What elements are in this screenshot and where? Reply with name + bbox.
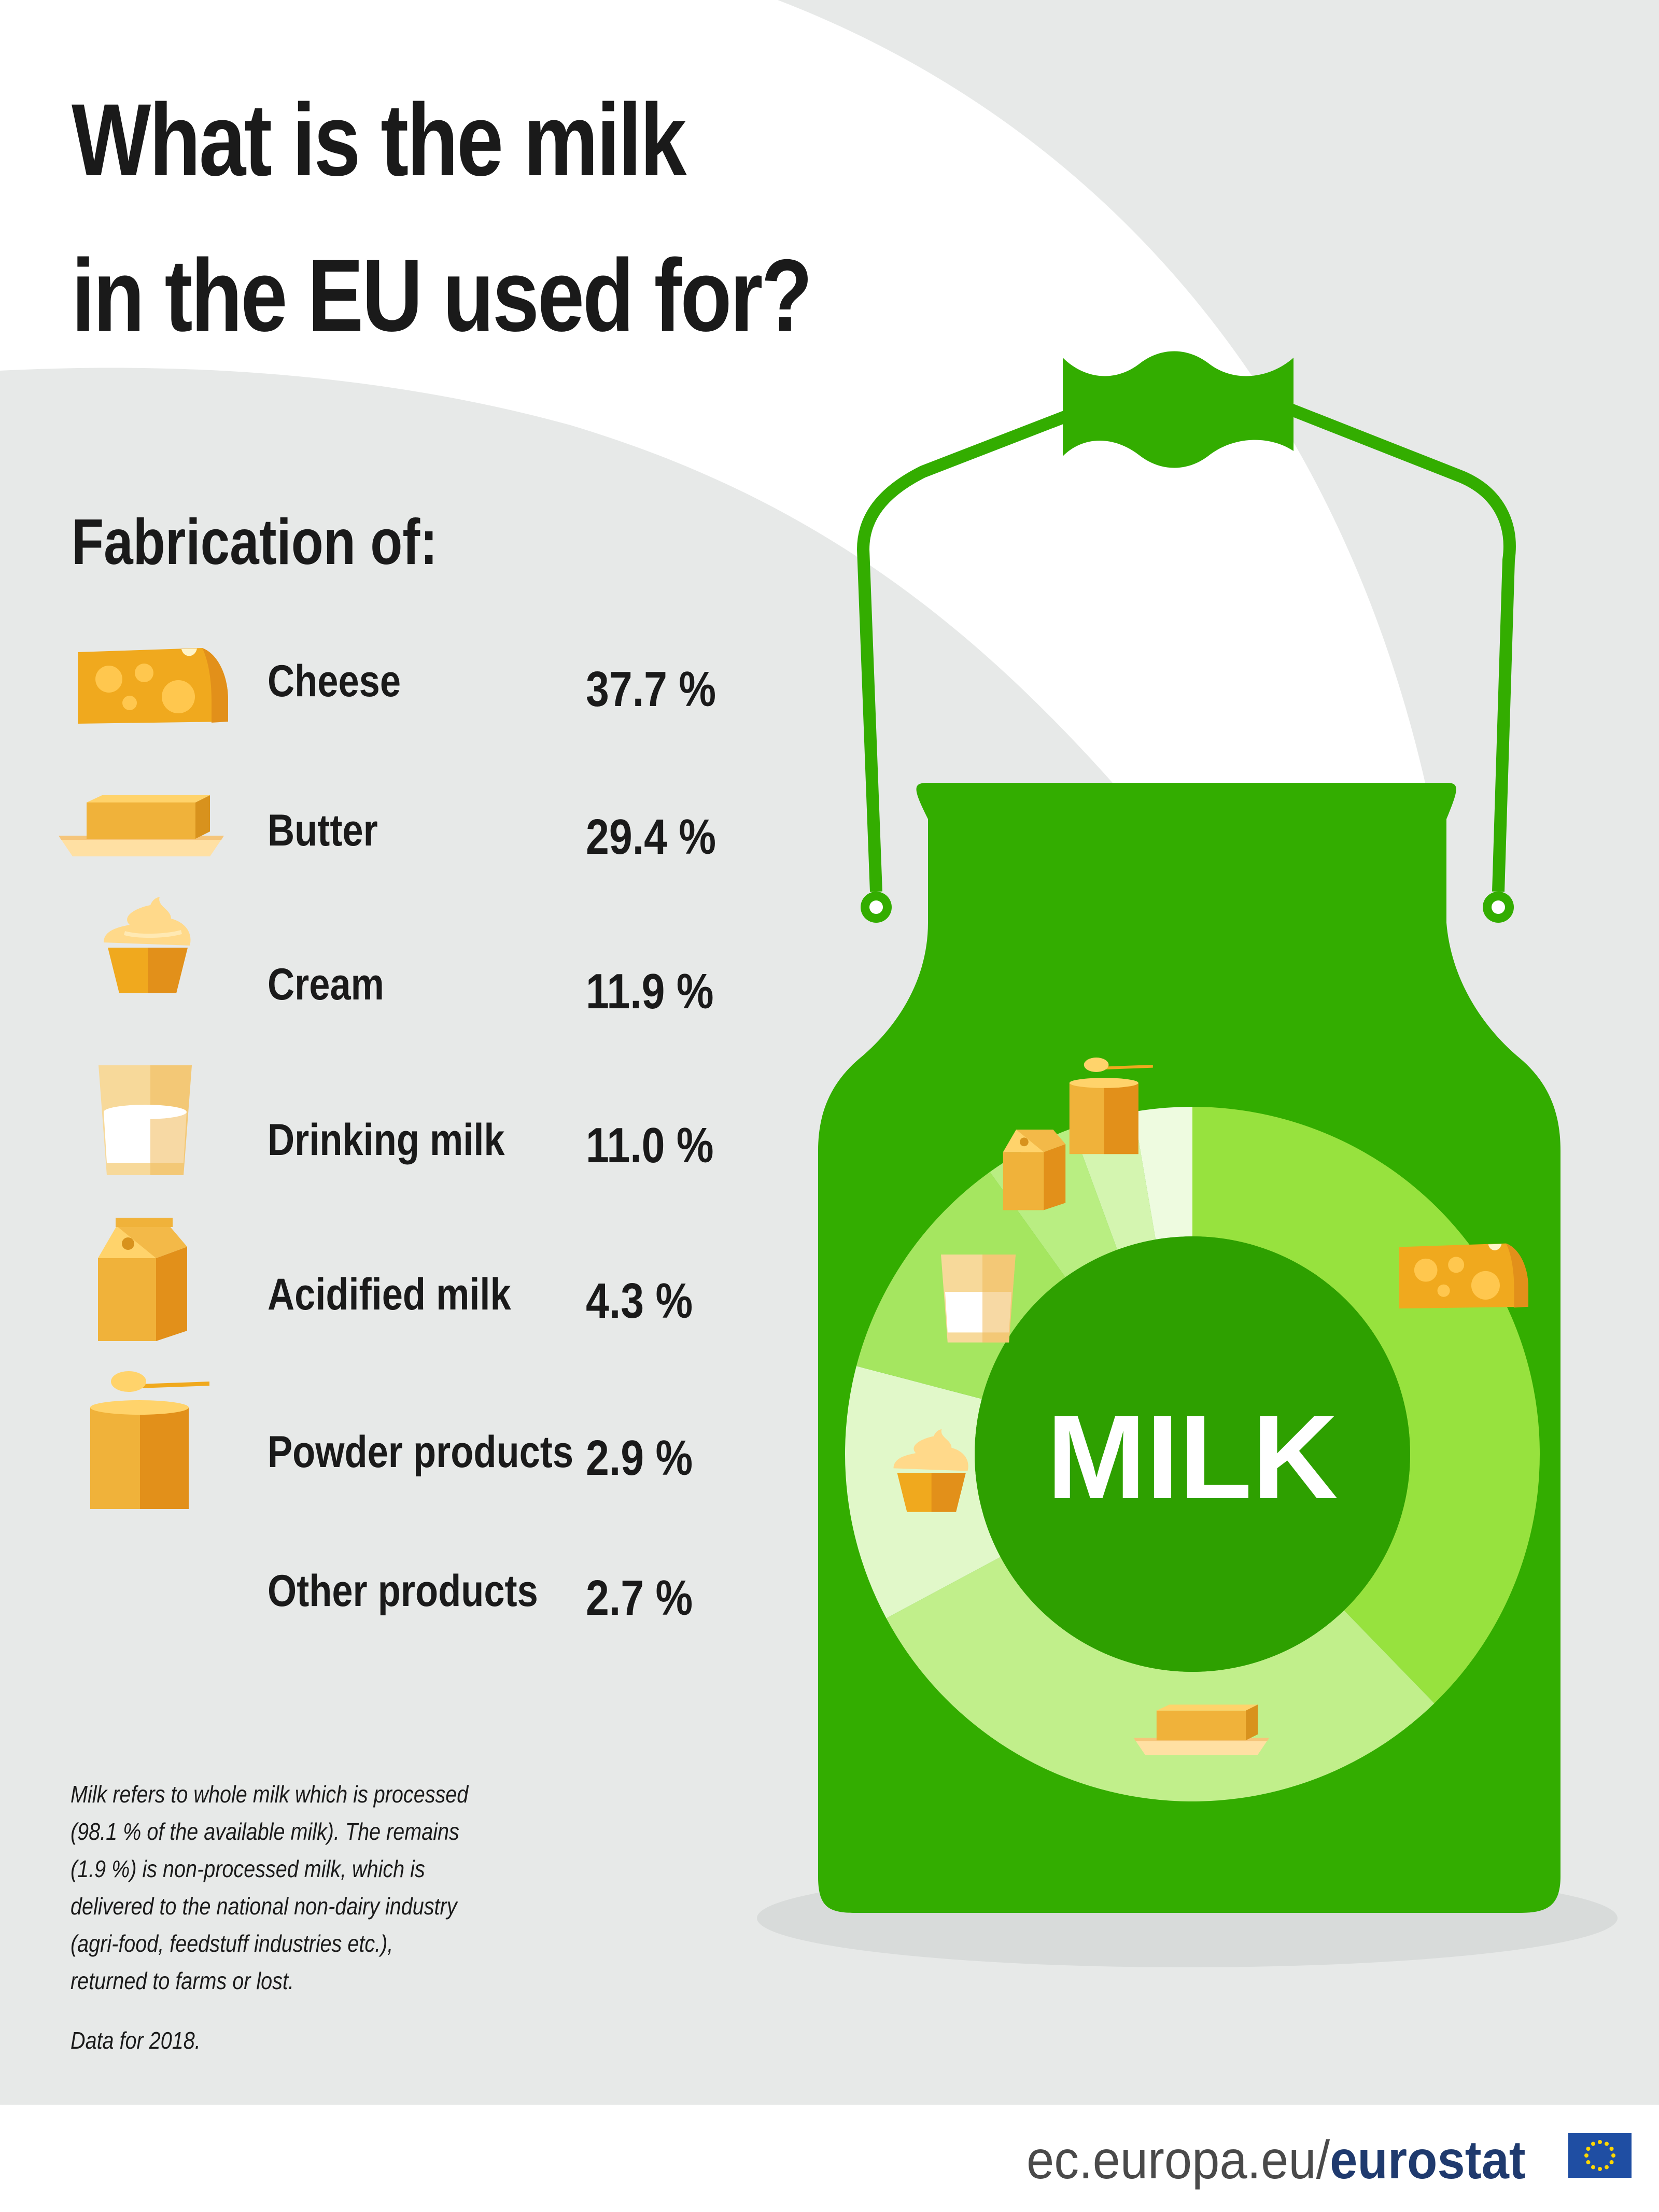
value-powder-products: 2.9 % (586, 1430, 693, 1486)
label-other-products: Other products (268, 1566, 538, 1616)
data-year-note: Data for 2018. (71, 2027, 201, 2054)
donut-slice-butter (886, 1557, 1435, 1801)
drinking-milk-icon (99, 1065, 192, 1175)
donut-cream-icon (893, 1429, 968, 1512)
label-acidified-milk: Acidified milk (268, 1270, 511, 1319)
eu-star (1609, 2160, 1614, 2164)
eu-star (1605, 2165, 1609, 2169)
handle-clip (1063, 351, 1294, 468)
donut-center (975, 1236, 1410, 1672)
label-cream: Cream (268, 960, 384, 1009)
donut-powder-icon (1069, 1058, 1153, 1154)
value-cheese: 37.7 % (586, 661, 716, 717)
footer-site: ec.europa.eu/ (1027, 2130, 1330, 2190)
footer-brand: eurostat (1330, 2130, 1526, 2190)
label-cheese: Cheese (268, 656, 401, 706)
value-other-products: 2.7 % (586, 1570, 693, 1626)
donut-butter-icon (1133, 1704, 1270, 1755)
eu-star (1584, 2153, 1588, 2158)
eu-star (1591, 2141, 1595, 2146)
powder-icon (90, 1371, 209, 1509)
donut-acidified-milk-icon (1003, 1130, 1066, 1210)
eu-star (1586, 2147, 1591, 2151)
value-acidified-milk: 4.3 % (586, 1273, 693, 1329)
footnote: Milk refers to whole milk which is proce… (71, 1781, 469, 1994)
eu-star (1609, 2147, 1614, 2151)
footer-link[interactable]: ec.europa.eu/eurostat (1027, 2130, 1526, 2191)
eu-star (1598, 2167, 1602, 2171)
acidified-milk-icon (98, 1218, 187, 1341)
label-butter: Butter (268, 806, 378, 855)
cheese-icon (78, 648, 228, 724)
eu-star (1611, 2153, 1615, 2158)
value-cream: 11.9 % (586, 964, 714, 1019)
label-drinking-milk: Drinking milk (268, 1115, 505, 1165)
eu-star (1605, 2141, 1609, 2146)
eu-star (1591, 2165, 1595, 2169)
donut-cheese-icon (1399, 1243, 1528, 1309)
donut-slice-other-products (1133, 1107, 1192, 1240)
footer-band (0, 2105, 1659, 2212)
label-powder-products: Powder products (268, 1427, 574, 1477)
milk-can-donut-chart: MILK (818, 351, 1560, 1913)
value-drinking-milk: 11.0 % (586, 1118, 714, 1173)
can-handle (857, 403, 1516, 892)
donut-drinking-milk-icon (941, 1255, 1016, 1343)
eu-star (1598, 2140, 1602, 2144)
eu-flag-icon (1568, 2133, 1632, 2178)
eu-star (1586, 2160, 1591, 2164)
subtitle: Fabrication of: (72, 506, 438, 578)
page-title: What is the milk in the EU used for? (72, 82, 812, 353)
cream-icon (104, 897, 191, 993)
value-butter: 29.4 % (586, 809, 716, 865)
butter-icon (59, 795, 224, 856)
center-label: MILK (1047, 1390, 1338, 1524)
